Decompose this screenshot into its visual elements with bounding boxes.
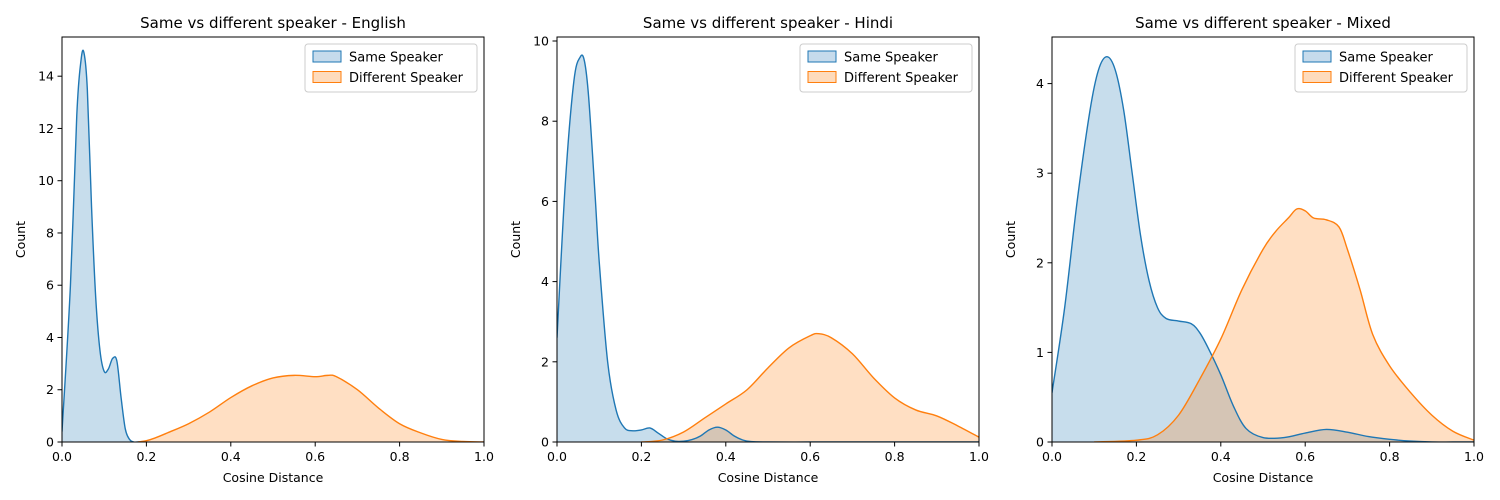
y-tick-label: 6: [541, 194, 549, 209]
different-speaker-area: [641, 333, 979, 442]
x-tick-label: 0.0: [52, 449, 72, 464]
chart-title: Same vs different speaker - English: [140, 14, 406, 32]
different-speaker-legend-swatch: [312, 71, 342, 83]
legend: Same Speaker Different Speaker: [304, 43, 478, 93]
y-tick-label: 14: [38, 69, 54, 84]
y-tick-label: 6: [46, 278, 54, 293]
y-tick-label: 8: [46, 225, 54, 240]
x-tick-label: 0.6: [800, 449, 820, 464]
chart-panel-2: 0.0 0.2 0.4 0.6 0.8 1.0 0 1 2 3 4 Same vs different…: [1003, 14, 1484, 485]
plot-area: [62, 49, 484, 442]
legend: Same Speaker Different Speaker: [1294, 43, 1468, 93]
y-tick-label: 3: [1036, 166, 1044, 181]
x-tick-label: 0.4: [221, 449, 241, 464]
x-tick-label: 0.0: [547, 449, 567, 464]
y-tick-label: 2: [1036, 255, 1044, 270]
plot-area: [557, 54, 979, 442]
x-tick-label: 1.0: [474, 449, 494, 464]
different-speaker-area: [1094, 208, 1474, 442]
y-tick-label: 10: [533, 34, 549, 49]
legend-box: [799, 43, 973, 93]
x-tick-label: 0.8: [1380, 449, 1400, 464]
axes-frame: [61, 36, 485, 443]
same-speaker-legend-swatch: [312, 50, 342, 63]
legend-box: [1294, 43, 1468, 93]
x-tick-label: 0.0: [1042, 449, 1062, 464]
same-speaker-legend-label: Same Speaker: [349, 51, 444, 66]
different-speaker-line: [137, 374, 484, 442]
y-tick-label: 4: [541, 274, 549, 289]
same-speaker-legend-swatch: [807, 50, 837, 63]
same-speaker-legend-label: Same Speaker: [844, 51, 939, 66]
y-axis-label: Count: [508, 221, 523, 258]
x-tick-label: 0.8: [390, 449, 410, 464]
different-speaker-legend-swatch: [1302, 71, 1332, 83]
y-tick-label: 8: [541, 114, 549, 129]
x-tick-label: 0.6: [305, 449, 325, 464]
same-speaker-line: [62, 49, 143, 442]
different-speaker-legend-label: Different Speaker: [844, 71, 959, 86]
y-axis-label: Count: [1003, 221, 1018, 258]
different-speaker-line: [641, 332, 979, 442]
x-axis-label: Cosine Distance: [718, 470, 819, 485]
x-axis-label: Cosine Distance: [1213, 470, 1314, 485]
different-speaker-legend-label: Different Speaker: [349, 71, 464, 86]
x-axis-label: Cosine Distance: [223, 470, 324, 485]
same-speaker-line: [1052, 56, 1474, 442]
x-tick-label: 1.0: [969, 449, 989, 464]
y-tick-label: 4: [46, 330, 54, 345]
y-tick-label: 2: [541, 354, 549, 369]
axes-frame: [556, 36, 980, 443]
different-speaker-line: [1094, 207, 1474, 442]
axes-frame: [1051, 36, 1475, 443]
same-speaker-area: [557, 55, 979, 442]
x-tick-label: 0.4: [1211, 449, 1231, 464]
x-tick-label: 0.2: [136, 449, 156, 464]
y-tick-label: 0: [541, 435, 549, 450]
different-speaker-area: [137, 375, 484, 442]
same-speaker-area: [62, 50, 143, 442]
x-tick-label: 0.6: [1295, 449, 1315, 464]
y-tick-label: 0: [46, 435, 54, 450]
different-speaker-legend-swatch: [807, 71, 837, 83]
x-tick-label: 0.4: [716, 449, 736, 464]
same-speaker-legend-label: Same Speaker: [1339, 51, 1434, 66]
chart-panel-0: 0.0 0.2 0.4 0.6 0.8 1.0 0 2 4 6 8 10 12 14 Same vs dif…: [13, 14, 494, 485]
same-speaker-legend-swatch: [1302, 50, 1332, 63]
chart-title: Same vs different speaker - Hindi: [643, 14, 893, 32]
plot-area: [1052, 56, 1474, 442]
chart-panel-1: 0.0 0.2 0.4 0.6 0.8 1.0 0 2 4 6 8 10 Same vs differe…: [508, 14, 989, 485]
chart-title: Same vs different speaker - Mixed: [1135, 14, 1391, 32]
y-tick-label: 4: [1036, 76, 1044, 91]
x-tick-label: 0.2: [1126, 449, 1146, 464]
y-tick-label: 1: [1036, 345, 1044, 360]
y-tick-label: 0: [1036, 435, 1044, 450]
x-tick-label: 0.2: [631, 449, 651, 464]
x-tick-label: 1.0: [1464, 449, 1484, 464]
y-tick-label: 2: [46, 382, 54, 397]
same-speaker-area: [1052, 56, 1474, 442]
x-tick-label: 0.8: [885, 449, 905, 464]
legend-box: [304, 43, 478, 93]
different-speaker-legend-label: Different Speaker: [1339, 71, 1454, 86]
y-axis-label: Count: [13, 221, 28, 258]
y-tick-label: 10: [38, 173, 54, 188]
legend: Same Speaker Different Speaker: [799, 43, 973, 93]
y-tick-label: 12: [38, 121, 54, 136]
